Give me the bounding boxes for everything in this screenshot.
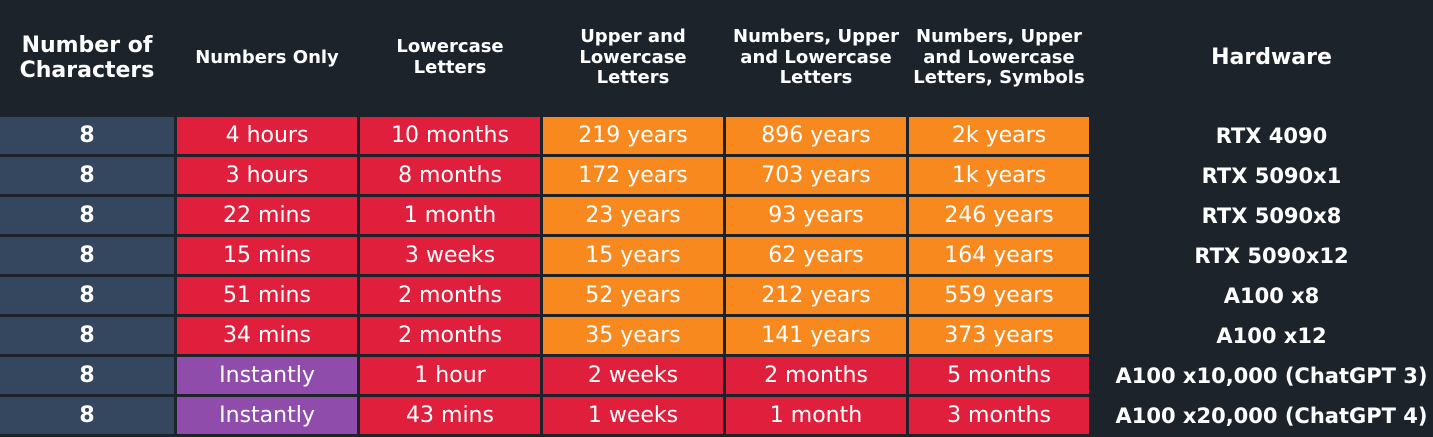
time-cell-lowercase-letters: 2 months xyxy=(360,277,540,314)
hardware-cell: A100 x20,000 (ChatGPT 4) xyxy=(1115,403,1428,428)
header-lowercase-letters: Lowercase Letters xyxy=(396,36,504,78)
time-cell-numbers-upper-lowercase-symbols: 1k years xyxy=(909,157,1089,194)
characters-cell: 8 xyxy=(0,237,174,274)
table-row: 8 22 mins 1 month 23 years 93 years 246 years… xyxy=(0,197,1433,234)
header-numbers-upper-lowercase: Numbers, Upper and Lowercase Letters xyxy=(733,26,899,89)
time-cell-upper-and-lowercase: 172 years xyxy=(543,157,723,194)
characters-cell: 8 xyxy=(0,157,174,194)
time-cell-numbers-upper-lowercase-symbols: 5 months xyxy=(909,357,1089,394)
time-cell-numbers-only: Instantly xyxy=(177,357,357,394)
time-cell-numbers-only: Instantly xyxy=(177,397,357,434)
time-cell-numbers-upper-lowercase-symbols: 3 months xyxy=(909,397,1089,434)
characters-cell: 8 xyxy=(0,357,174,394)
time-cell-numbers-upper-lowercase: 2 months xyxy=(726,357,906,394)
characters-cell: 8 xyxy=(0,117,174,154)
time-cell-numbers-upper-lowercase: 1 month xyxy=(726,397,906,434)
characters-cell: 8 xyxy=(0,277,174,314)
time-cell-numbers-upper-lowercase: 93 years xyxy=(726,197,906,234)
time-cell-lowercase-letters: 3 weeks xyxy=(360,237,540,274)
time-cell-numbers-upper-lowercase-symbols: 2k years xyxy=(909,117,1089,154)
time-cell-upper-and-lowercase: 35 years xyxy=(543,317,723,354)
time-cell-lowercase-letters: 1 month xyxy=(360,197,540,234)
time-cell-numbers-only: 15 mins xyxy=(177,237,357,274)
time-cell-numbers-upper-lowercase: 62 years xyxy=(726,237,906,274)
hardware-cell: A100 x8 xyxy=(1223,283,1320,308)
hardware-cell: RTX 4090 xyxy=(1215,123,1328,148)
time-cell-numbers-upper-lowercase: 703 years xyxy=(726,157,906,194)
hardware-cell: RTX 5090x8 xyxy=(1201,203,1342,228)
time-cell-numbers-upper-lowercase-symbols: 559 years xyxy=(909,277,1089,314)
time-cell-numbers-only: 3 hours xyxy=(177,157,357,194)
time-cell-upper-and-lowercase: 219 years xyxy=(543,117,723,154)
time-cell-upper-and-lowercase: 23 years xyxy=(543,197,723,234)
header-numbers-upper-lowercase-symbols: Numbers, Upper and Lowercase Letters, Sy… xyxy=(913,26,1085,89)
header-hardware: Hardware xyxy=(1211,45,1332,71)
time-cell-numbers-upper-lowercase-symbols: 373 years xyxy=(909,317,1089,354)
time-cell-lowercase-letters: 8 months xyxy=(360,157,540,194)
time-cell-lowercase-letters: 10 months xyxy=(360,117,540,154)
time-cell-numbers-only: 34 mins xyxy=(177,317,357,354)
table-row: 8 34 mins 2 months 35 years 141 years 373 yea… xyxy=(0,317,1433,354)
time-cell-numbers-upper-lowercase-symbols: 246 years xyxy=(909,197,1089,234)
time-cell-upper-and-lowercase: 52 years xyxy=(543,277,723,314)
header-numbers-only: Numbers Only xyxy=(195,46,339,68)
hardware-cell: A100 x10,000 (ChatGPT 3) xyxy=(1115,363,1428,388)
time-cell-numbers-only: 4 hours xyxy=(177,117,357,154)
characters-cell: 8 xyxy=(0,197,174,234)
time-cell-numbers-only: 51 mins xyxy=(177,277,357,314)
table-row: 8 15 mins 3 weeks 15 years 62 years 164 years… xyxy=(0,237,1433,274)
time-cell-lowercase-letters: 2 months xyxy=(360,317,540,354)
time-cell-numbers-upper-lowercase: 896 years xyxy=(726,117,906,154)
table-row: 8 Instantly 1 hour 2 weeks 2 months 5 months A… xyxy=(0,357,1433,394)
header-upper-and-lowercase-letters: Upper and Lowercase Letters xyxy=(579,26,687,89)
characters-cell: 8 xyxy=(0,317,174,354)
hardware-cell: A100 x12 xyxy=(1216,323,1327,348)
time-cell-upper-and-lowercase: 1 weeks xyxy=(543,397,723,434)
table-header-row: Number of Characters Numbers Only Lowerc… xyxy=(0,0,1433,116)
time-cell-numbers-upper-lowercase: 212 years xyxy=(726,277,906,314)
time-cell-numbers-upper-lowercase-symbols: 164 years xyxy=(909,237,1089,274)
table-row: 8 51 mins 2 months 52 years 212 years 559 yea… xyxy=(0,277,1433,314)
time-cell-upper-and-lowercase: 15 years xyxy=(543,237,723,274)
time-cell-upper-and-lowercase: 2 weeks xyxy=(543,357,723,394)
time-cell-numbers-upper-lowercase: 141 years xyxy=(726,317,906,354)
time-cell-numbers-only: 22 mins xyxy=(177,197,357,234)
time-cell-lowercase-letters: 1 hour xyxy=(360,357,540,394)
table-row: 8 Instantly 43 mins 1 weeks 1 month 3 months A… xyxy=(0,397,1433,434)
hardware-cell: RTX 5090x1 xyxy=(1201,163,1342,188)
time-cell-lowercase-letters: 43 mins xyxy=(360,397,540,434)
characters-cell: 8 xyxy=(0,397,174,434)
hardware-cell: RTX 5090x12 xyxy=(1194,243,1349,268)
header-number-of-characters: Number of Characters xyxy=(19,32,155,83)
